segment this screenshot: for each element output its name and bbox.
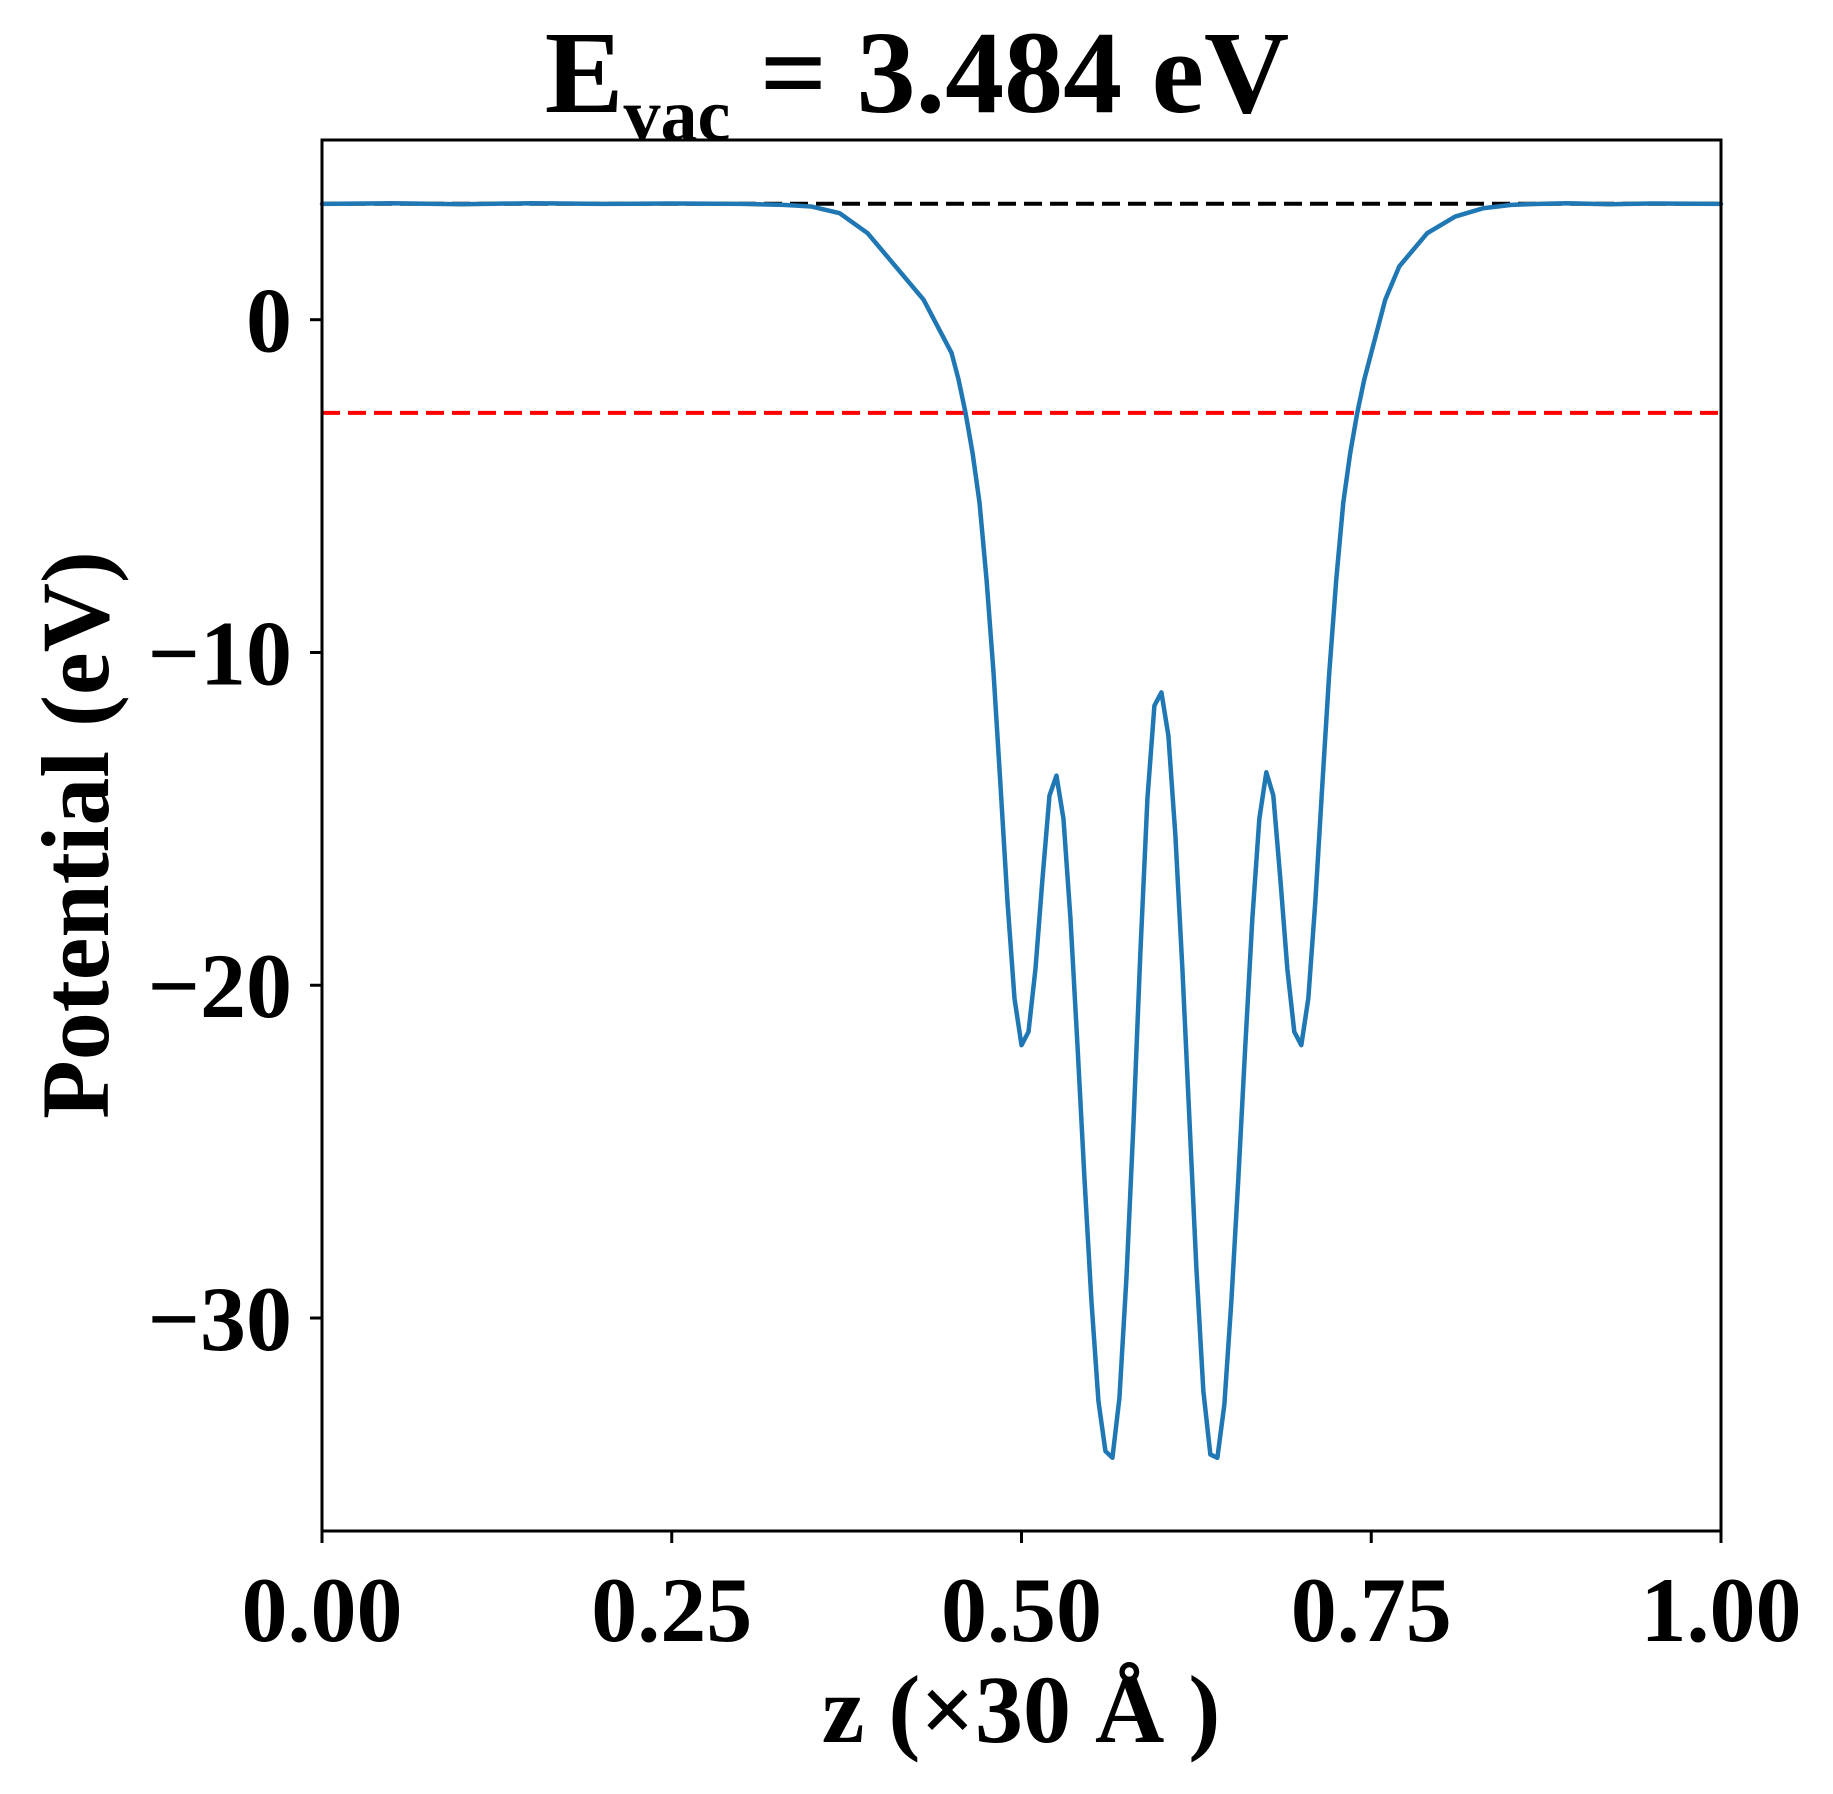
x-tick-label: 0.00 (242, 1559, 403, 1661)
chart-title-rest: = 3.484 eV (730, 7, 1289, 138)
x-tick-label: 1.00 (1641, 1559, 1802, 1661)
y-tick-label: 0 (246, 270, 292, 372)
x-tick-label: 0.25 (591, 1559, 752, 1661)
y-tick-label: −20 (148, 935, 292, 1037)
x-tick-label: 0.50 (941, 1559, 1102, 1661)
chart-title: Evac = 3.484 eV (545, 7, 1289, 157)
y-tick-label: −10 (148, 602, 292, 704)
y-axis-ticks: 0 −10 −20 −30 (148, 270, 322, 1370)
y-axis-label: Potential (eV) (22, 551, 129, 1119)
chart-title-main: E (545, 7, 624, 138)
x-axis-ticks: 0.00 0.25 0.50 0.75 1.00 (242, 1531, 1802, 1661)
x-tick-label: 0.75 (1291, 1559, 1452, 1661)
x-axis-label: z (×30 Å ) (822, 1656, 1221, 1763)
y-tick-label: −30 (148, 1268, 292, 1370)
reference-lines (322, 201, 1721, 415)
chart-title-subscript: vac (624, 75, 731, 157)
axes-frame (320, 138, 1723, 1533)
series-line-1 (319, 200, 1724, 1461)
series-layer (319, 200, 1724, 1461)
